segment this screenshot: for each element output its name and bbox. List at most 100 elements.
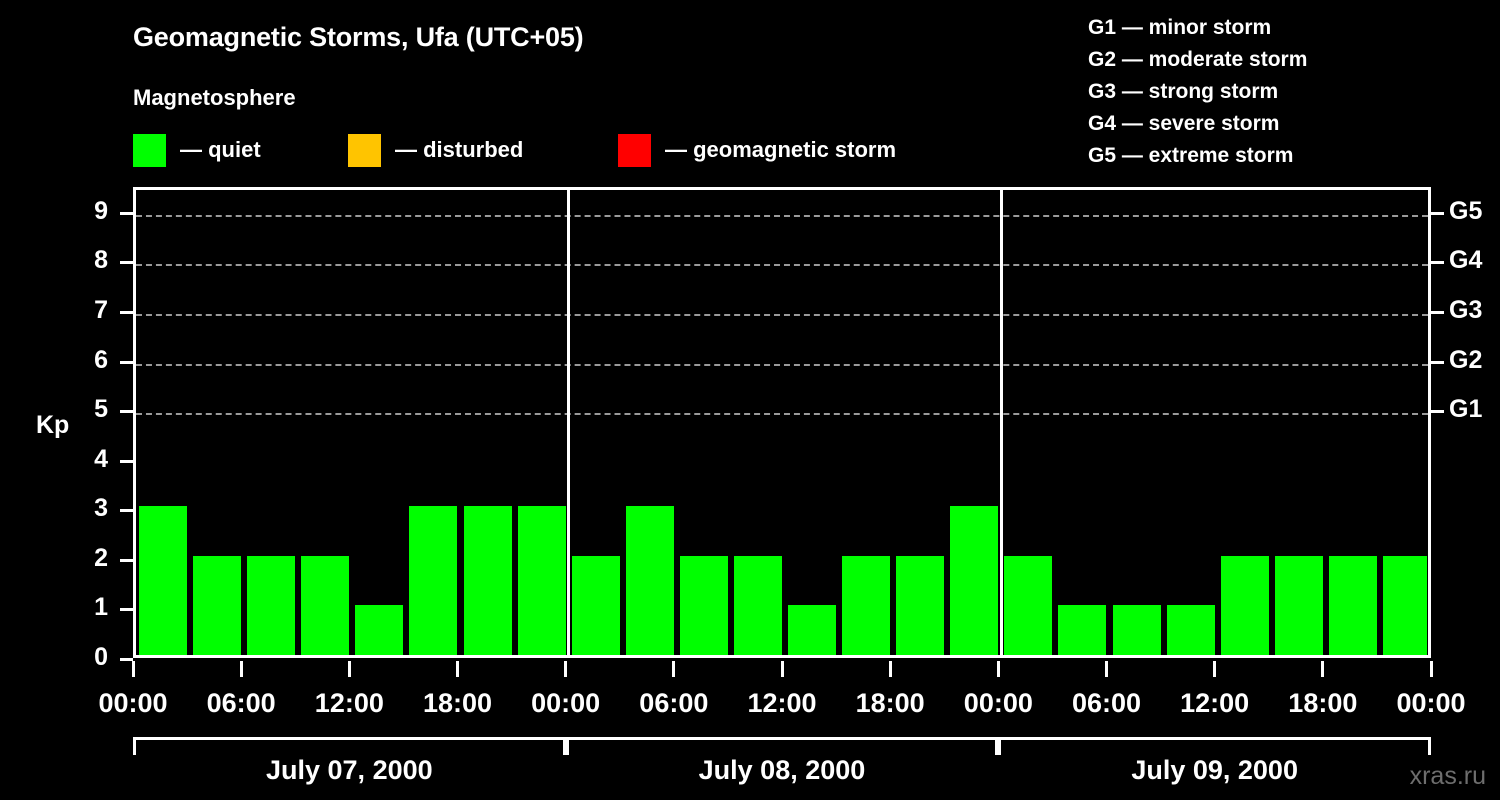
gridline: [136, 313, 1428, 316]
gridline: [136, 363, 1428, 366]
day-separator: [567, 190, 571, 655]
color-swatch-icon: [133, 133, 166, 167]
x-tick-mark: [564, 661, 568, 677]
x-tick-mark: [1429, 661, 1433, 677]
bar: [1112, 605, 1161, 655]
x-tick-label: 12:00: [314, 688, 384, 718]
y-tick-mark: [120, 211, 133, 215]
x-tick-label: 00:00: [1396, 688, 1466, 718]
g-tick-mark: [1431, 261, 1444, 265]
y-tick-mark: [120, 261, 133, 265]
x-tick-label: 00:00: [963, 688, 1033, 718]
legend-item: — disturbed: [348, 130, 523, 170]
day-separator: [999, 190, 1003, 655]
bar: [788, 605, 837, 655]
y-tick-mark: [120, 608, 133, 612]
color-swatch-icon: [618, 133, 651, 167]
y-tick-label: 9: [94, 196, 108, 225]
g-tick-label: G1: [1449, 395, 1483, 424]
bar: [1382, 555, 1427, 655]
y-tick-label: 2: [94, 543, 108, 572]
bar: [571, 555, 620, 655]
y-tick-label: 8: [94, 246, 108, 275]
g-tick-label: G5: [1449, 196, 1483, 225]
bar: [1004, 555, 1053, 655]
x-tick-mark: [888, 661, 892, 677]
bar: [842, 555, 891, 655]
bar: [409, 506, 458, 655]
bar: [896, 555, 945, 655]
y-tick-mark: [120, 360, 133, 364]
legend-item: — geomagnetic storm: [618, 130, 896, 170]
bar: [679, 555, 728, 655]
page-title: Geomagnetic Storms, Ufa (UTC+05): [133, 22, 584, 52]
y-tick-label: 7: [94, 295, 108, 324]
x-tick-mark: [131, 661, 135, 677]
x-tick-mark: [456, 661, 459, 677]
g-tick-mark: [1431, 410, 1444, 414]
x-tick-label: 00:00: [98, 688, 168, 718]
y-tick-label: 6: [94, 345, 108, 374]
g-tick-mark: [1431, 310, 1444, 314]
day-label: July 09, 2000: [1131, 755, 1298, 785]
legend-heading: Magnetosphere: [133, 85, 296, 110]
y-tick-mark: [120, 558, 133, 562]
y-tick-mark: [120, 459, 133, 463]
x-tick-mark: [347, 661, 351, 677]
y-tick-label: 3: [94, 494, 108, 523]
y-tick-label: 1: [94, 593, 108, 622]
x-tick-mark: [239, 661, 243, 677]
bar: [193, 555, 242, 655]
bar: [1058, 605, 1107, 655]
g-scale-legend-line: G2 — moderate storm: [1088, 48, 1308, 71]
y-axis-title: Kp: [36, 411, 70, 439]
g-tick-mark: [1431, 360, 1444, 364]
g-tick-label: G4: [1449, 246, 1483, 275]
x-tick-label: 18:00: [1288, 688, 1358, 718]
legend-item-label: — geomagnetic storm: [665, 137, 897, 162]
day-bracket: [133, 737, 566, 755]
x-tick-label: 00:00: [531, 688, 601, 718]
g-scale-legend-line: G1 — minor storm: [1088, 16, 1272, 39]
bar: [950, 506, 999, 655]
x-tick-label: 12:00: [747, 688, 817, 718]
x-tick-label: 06:00: [206, 688, 276, 718]
color-swatch-icon: [348, 133, 381, 167]
x-tick-label: 18:00: [855, 688, 925, 718]
x-tick-mark: [780, 661, 784, 677]
bar: [301, 555, 350, 655]
g-scale-legend-line: G5 — extreme storm: [1088, 144, 1294, 167]
bar: [517, 506, 566, 655]
bar: [1166, 605, 1215, 655]
bar: [733, 555, 782, 655]
bar: [139, 506, 188, 655]
y-tick-mark: [120, 658, 133, 661]
x-tick-mark: [1105, 661, 1108, 677]
x-tick-mark: [1213, 661, 1217, 677]
bar: [1328, 555, 1377, 655]
plot-area: [136, 190, 1428, 655]
day-bracket: [998, 737, 1431, 755]
g-scale-legend-line: G3 — strong storm: [1088, 80, 1279, 103]
x-tick-label: 06:00: [639, 688, 709, 718]
x-tick-label: 18:00: [422, 688, 493, 718]
x-tick-mark: [1321, 661, 1325, 677]
day-bracket: [565, 737, 999, 755]
g-tick-label: G3: [1449, 295, 1483, 324]
gridline: [136, 413, 1428, 416]
y-tick-mark: [120, 410, 133, 414]
y-tick-label: 5: [94, 395, 108, 424]
legend-item: — quiet: [133, 130, 261, 170]
x-tick-label: 06:00: [1071, 688, 1142, 718]
gridline: [136, 214, 1428, 217]
g-scale-legend-line: G4 — severe storm: [1088, 112, 1280, 135]
bar: [1220, 555, 1269, 655]
x-tick-label: 12:00: [1180, 688, 1250, 718]
x-tick-mark: [996, 661, 1000, 677]
legend-item-label: — disturbed: [395, 137, 524, 162]
watermark: xras.ru: [1409, 762, 1486, 790]
day-label: July 08, 2000: [698, 755, 866, 785]
g-tick-label: G2: [1449, 345, 1483, 374]
y-tick-label: 0: [94, 643, 108, 671]
y-tick-mark: [120, 509, 133, 513]
